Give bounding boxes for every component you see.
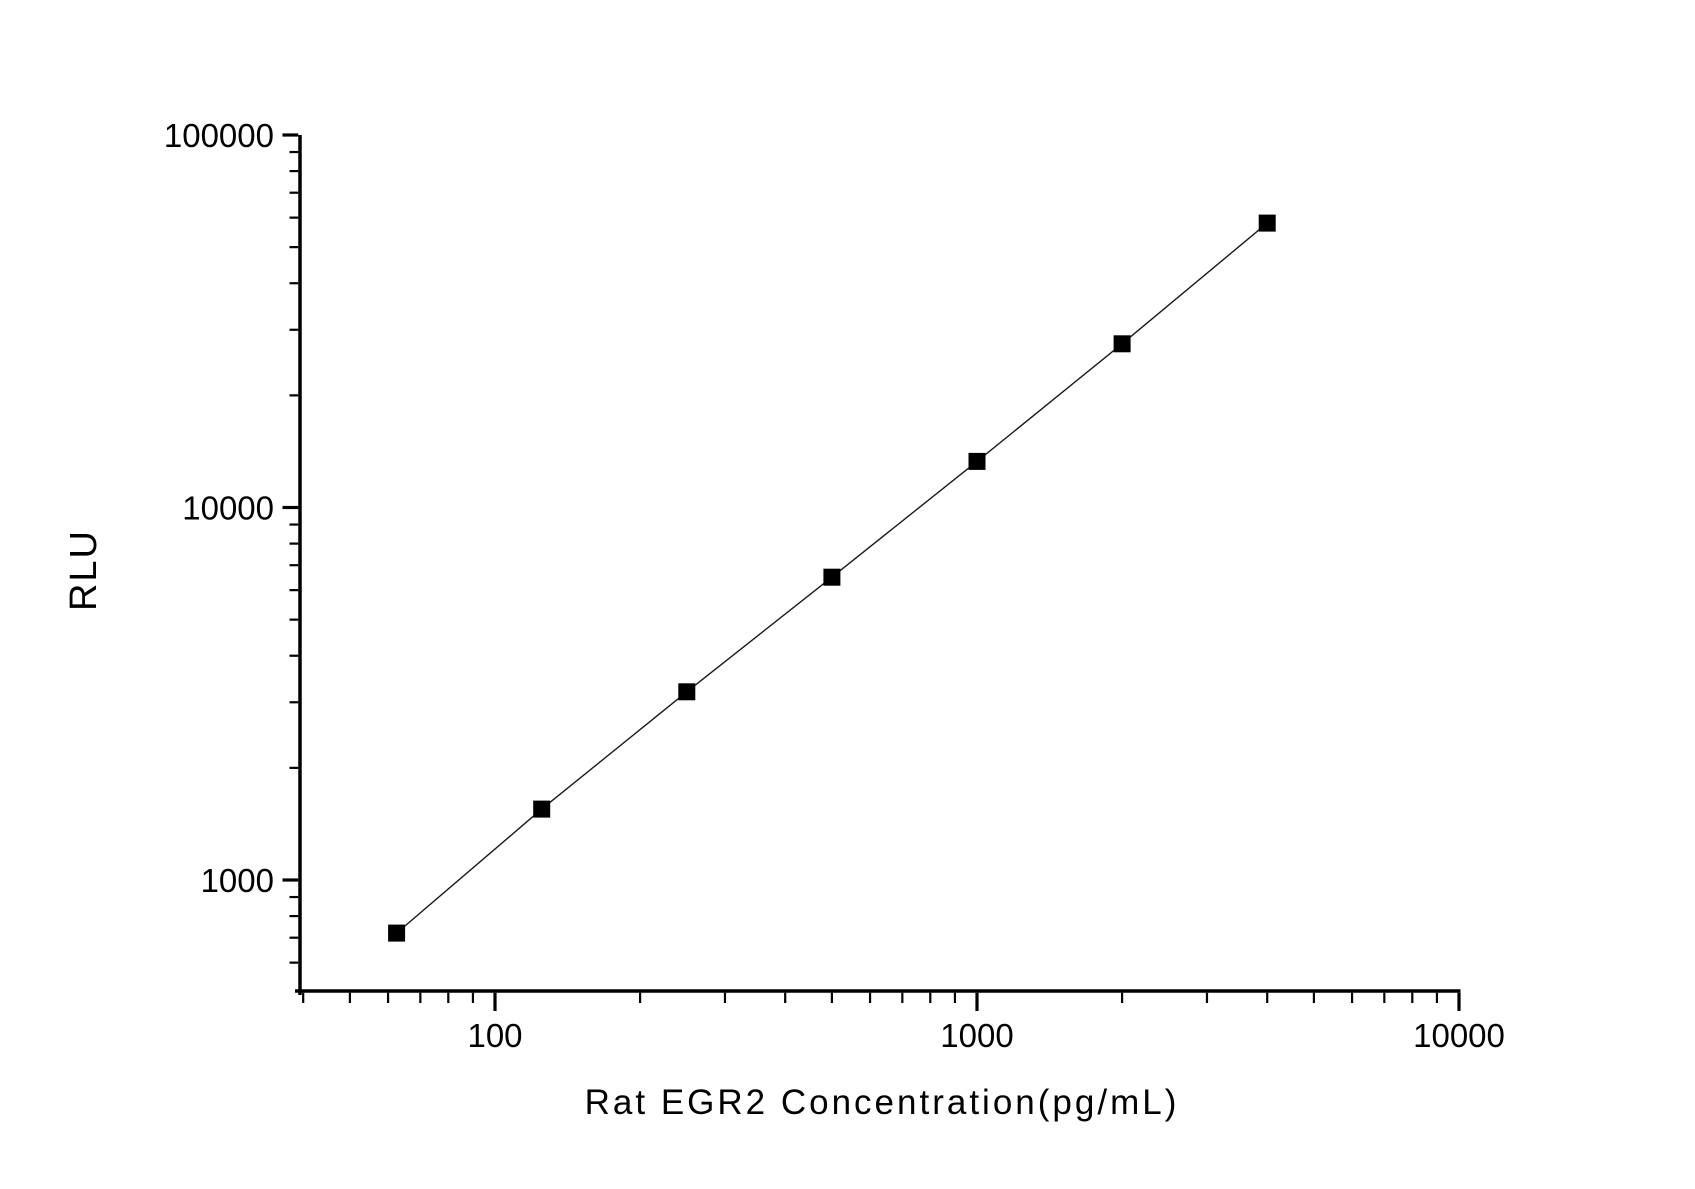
x-tick-label: 100 (467, 1017, 522, 1054)
data-point-marker (1258, 214, 1276, 232)
y-tick-label: 1000 (201, 862, 274, 899)
x-tick-label: 1000 (940, 1017, 1013, 1054)
data-point-marker (968, 452, 986, 470)
data-point-marker (533, 800, 551, 818)
y-axis-title: RLU (63, 529, 105, 611)
data-point-marker (1113, 335, 1131, 353)
x-tick-label: 10000 (1413, 1017, 1505, 1054)
y-tick-label: 10000 (182, 490, 274, 527)
data-point-marker (388, 924, 406, 942)
data-point-marker (823, 568, 841, 586)
y-tick-label: 100000 (164, 117, 274, 154)
plot-layer: 100 1000 10000 1000 10000 100000 (164, 117, 1505, 1054)
x-axis-title: Rat EGR2 Concentration(pg/mL) (585, 1083, 1180, 1122)
data-point-marker (678, 683, 696, 701)
